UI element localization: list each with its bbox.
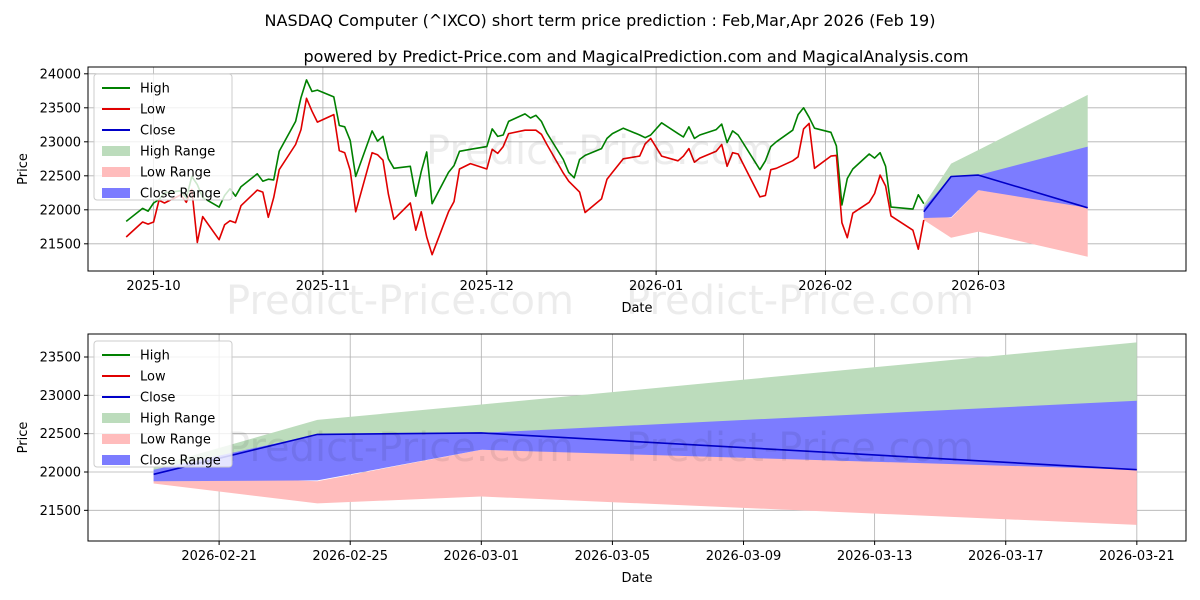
watermark-text: Predict-Price.com	[226, 278, 574, 324]
legend-label-close-range: Close Range	[140, 187, 221, 202]
y-tick-label: 22000	[40, 466, 81, 481]
watermark-text: Predict-Price.com	[626, 278, 974, 324]
low-range-band	[923, 190, 1088, 257]
watermark-text: Predict-Price.com	[626, 425, 974, 471]
x-axis-label: Date	[621, 301, 652, 316]
x-tick-label: 2025-12	[460, 279, 514, 294]
x-tick-label: 2026-03-21	[1099, 549, 1175, 564]
x-tick-label: 2026-02-21	[181, 549, 257, 564]
x-tick-label: 2026-03-01	[444, 549, 520, 564]
legend-swatch-low-range	[102, 434, 130, 444]
legend-label-low-range: Low Range	[140, 433, 211, 448]
y-tick-label: 23500	[40, 101, 81, 116]
low-line	[125, 97, 925, 256]
x-tick-label: 2026-02-25	[312, 549, 388, 564]
x-tick-label: 2026-03-09	[706, 549, 782, 564]
legend-swatch-high-range	[102, 146, 130, 156]
x-tick-label: 2026-03-13	[837, 549, 913, 564]
legend-swatch-close-range	[102, 455, 130, 465]
legend-label-high: High	[140, 82, 170, 97]
chart-subtitle: powered by Predict-Price.com and Magical…	[303, 47, 968, 66]
legend-label-high-range: High Range	[140, 412, 215, 427]
close-line	[923, 174, 1088, 213]
x-tick-label: 2025-11	[296, 279, 350, 294]
close-line	[153, 432, 1137, 476]
y-tick-label: 22000	[40, 203, 81, 218]
legend-label-high-range: High Range	[140, 145, 215, 160]
y-tick-label: 23000	[40, 389, 81, 404]
legend-label-low: Low	[140, 370, 166, 385]
legend-label-close: Close	[140, 391, 175, 406]
y-tick-label: 22500	[40, 169, 81, 184]
legend-swatch-close-range	[102, 188, 130, 198]
x-tick-label: 2026-02	[798, 279, 852, 294]
upper-chart: Predict-Price.com Predict-Price.com Predic…	[16, 66, 1187, 324]
x-tick-label: 2025-10	[126, 279, 180, 294]
watermark-text: Predict-Price.com	[226, 425, 574, 471]
legend-label-low: Low	[140, 103, 166, 118]
legend-label-high: High	[140, 349, 170, 364]
close-range-band	[153, 400, 1137, 482]
legend: High Low Close High Range Low Range Close Ran…	[93, 340, 233, 469]
y-tick-label: 24000	[40, 67, 81, 82]
x-tick-label: 2026-01	[629, 279, 683, 294]
x-tick-label: 2026-03	[951, 279, 1005, 294]
y-tick-label: 23000	[40, 135, 81, 150]
close-range-band	[923, 146, 1088, 218]
y-tick-label: 21500	[40, 237, 81, 252]
legend-label-close-range: Close Range	[140, 454, 221, 469]
y-axis-label: Price	[16, 422, 31, 454]
plot-frame	[87, 66, 1187, 272]
legend-swatch-high-range	[102, 413, 130, 423]
watermark-text: Predict-Price.com	[426, 128, 774, 174]
high-line	[125, 79, 925, 223]
x-tick-label: 2026-03-17	[968, 549, 1044, 564]
chart-title: NASDAQ Computer (^IXCO) short term price…	[265, 11, 936, 30]
y-tick-label: 23500	[40, 351, 81, 366]
y-tick-label: 21500	[40, 504, 81, 519]
plot-frame	[87, 333, 1187, 542]
low-range-band	[153, 449, 1137, 525]
x-axis-label: Date	[621, 571, 652, 586]
legend-swatch-low-range	[102, 167, 130, 177]
legend-label-low-range: Low Range	[140, 166, 211, 181]
legend: High Low Close High Range Low Range Close Ran…	[93, 73, 233, 202]
lower-chart: Predict-Price.com Predict-Price.com 2026-0…	[16, 333, 1187, 586]
y-tick-label: 22500	[40, 427, 81, 442]
legend-label-close: Close	[140, 124, 175, 139]
x-tick-label: 2026-03-05	[575, 549, 651, 564]
y-axis-label: Price	[16, 153, 31, 185]
